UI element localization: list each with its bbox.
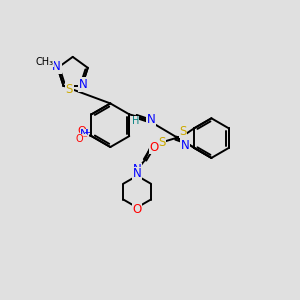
Text: N: N [52, 60, 61, 73]
Text: N: N [133, 167, 142, 180]
Text: S: S [179, 125, 187, 138]
Text: CH₃: CH₃ [36, 57, 54, 67]
Text: O⁻: O⁻ [75, 134, 88, 144]
Text: H: H [131, 116, 139, 126]
Text: O: O [133, 203, 142, 216]
Text: N: N [80, 129, 89, 139]
Text: N: N [147, 113, 155, 126]
Text: +: + [83, 128, 90, 137]
Text: O: O [149, 140, 159, 154]
Text: N: N [133, 163, 142, 176]
Text: S: S [158, 136, 166, 148]
Text: N: N [79, 78, 87, 91]
Text: S: S [66, 83, 73, 96]
Text: N: N [181, 139, 190, 152]
Text: O: O [77, 126, 86, 136]
